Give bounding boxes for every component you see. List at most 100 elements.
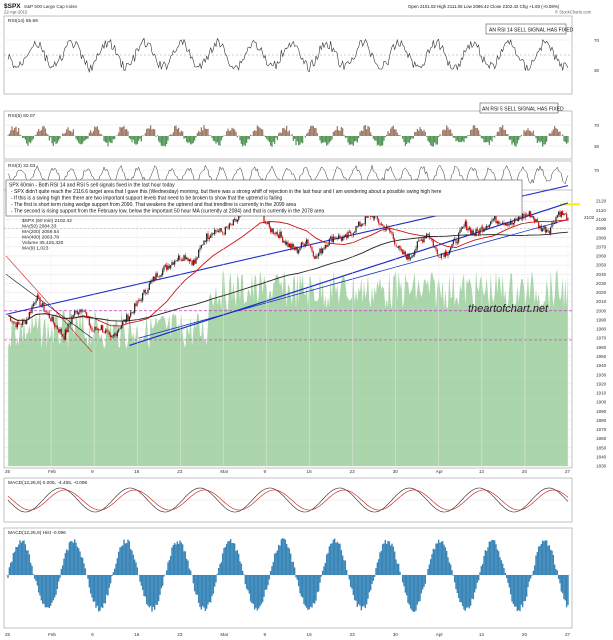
candle-body	[171, 262, 173, 266]
hist-bar	[449, 564, 452, 575]
candle-body	[390, 230, 392, 232]
rsi5-bar	[364, 124, 366, 136]
candle-body	[188, 259, 190, 262]
date-tick-top-12: 20	[522, 469, 528, 474]
rsi5-bar	[390, 128, 392, 136]
candle-body	[146, 292, 148, 294]
hist-bar	[184, 551, 187, 575]
price-tick-2060: 2060	[596, 254, 607, 259]
candle-body	[12, 321, 14, 323]
hist-bar	[552, 554, 555, 575]
rsi5-bar	[184, 136, 186, 138]
rsi5-bar	[526, 130, 528, 136]
candle-body	[270, 227, 272, 233]
candle-body	[43, 303, 45, 312]
hist-bar	[153, 575, 156, 610]
rsi5-bar	[356, 136, 358, 143]
commentary-line-2: - If this is a swing high then there are…	[11, 196, 282, 202]
candle-body	[32, 303, 34, 307]
candle-body	[287, 242, 289, 248]
hist-bar	[551, 550, 553, 575]
candle-body	[50, 318, 52, 322]
hist-bar	[49, 575, 52, 606]
candle-body	[280, 231, 282, 238]
rsi5-bar	[219, 136, 221, 146]
hist-bar	[567, 575, 569, 606]
hist-bar	[127, 539, 129, 575]
hist-bar	[108, 575, 111, 588]
hist-bar	[464, 575, 467, 611]
rsi5-bar	[7, 135, 9, 136]
candle-body	[96, 329, 98, 330]
price-tick-1890: 1890	[596, 409, 607, 414]
hist-bar	[348, 575, 351, 580]
rsi5-bar	[479, 134, 481, 136]
hist-bar	[144, 575, 147, 597]
rsi5-bar	[443, 129, 445, 136]
hist-bar	[265, 575, 268, 590]
hist-bar	[393, 551, 396, 575]
candle-body	[431, 238, 433, 242]
hist-bar	[529, 575, 532, 579]
hist-bar	[528, 575, 531, 582]
candle-body	[284, 241, 286, 245]
candle-body	[494, 216, 496, 220]
candle-body	[160, 275, 162, 276]
price-tick-1850: 1850	[596, 445, 607, 450]
hist-bar	[257, 575, 260, 609]
rsi5-bar	[494, 136, 496, 138]
candle-body	[16, 322, 18, 328]
candle-body	[403, 251, 405, 255]
rsi5-bar	[222, 136, 224, 138]
hist-bar	[40, 575, 43, 601]
candle-body	[331, 236, 333, 243]
rsi5-bar	[531, 132, 533, 136]
rsi5-bar	[498, 131, 500, 136]
rsi5-bar	[66, 129, 68, 136]
candle-body	[443, 253, 445, 257]
date-tick-top-5: Mar	[220, 469, 228, 474]
hist-bar	[392, 546, 395, 575]
hist-bar	[171, 547, 173, 575]
candle-body	[318, 253, 320, 257]
rsi5-bar	[167, 136, 169, 141]
hist-bar	[476, 575, 479, 583]
hist-bar	[456, 575, 459, 594]
candle-body	[551, 222, 553, 228]
hist-bar	[485, 550, 488, 575]
hist-bar	[91, 575, 93, 598]
candle-body	[228, 223, 230, 229]
rsi5-bar	[244, 136, 246, 146]
hist-bar	[60, 568, 63, 575]
hist-bar	[307, 575, 309, 611]
hist-bar	[77, 548, 80, 575]
rsi5-bar	[332, 132, 334, 136]
hist-bar	[240, 563, 243, 575]
rsi5-bar	[502, 125, 504, 136]
rsi5-bar	[320, 136, 322, 144]
hist-bar	[397, 563, 400, 575]
rsi5-bar	[307, 132, 309, 136]
candle-body	[503, 222, 505, 225]
candle-body	[30, 311, 32, 313]
hist-bar	[188, 568, 191, 575]
hist-bar	[415, 575, 417, 611]
candle-body	[504, 223, 506, 225]
hist-bar	[563, 575, 565, 600]
rsi5-bar	[459, 136, 461, 143]
rsi5-bar	[18, 128, 20, 136]
candle-body	[319, 248, 321, 254]
candle-body	[347, 231, 349, 238]
hist-bar	[47, 575, 49, 608]
candle-body	[342, 237, 344, 241]
date-tick-bottom-1: Feb	[48, 632, 56, 637]
rsi5-bar	[359, 131, 361, 136]
hist-bar	[129, 549, 132, 575]
hist-bar	[25, 550, 28, 575]
candle-body	[231, 224, 233, 226]
candle-body	[222, 231, 224, 233]
hist-bar	[205, 575, 208, 609]
hist-bar	[511, 575, 513, 602]
hist-bar	[557, 575, 560, 580]
rsi-small-label: RSI(3) 22.03	[8, 163, 36, 169]
